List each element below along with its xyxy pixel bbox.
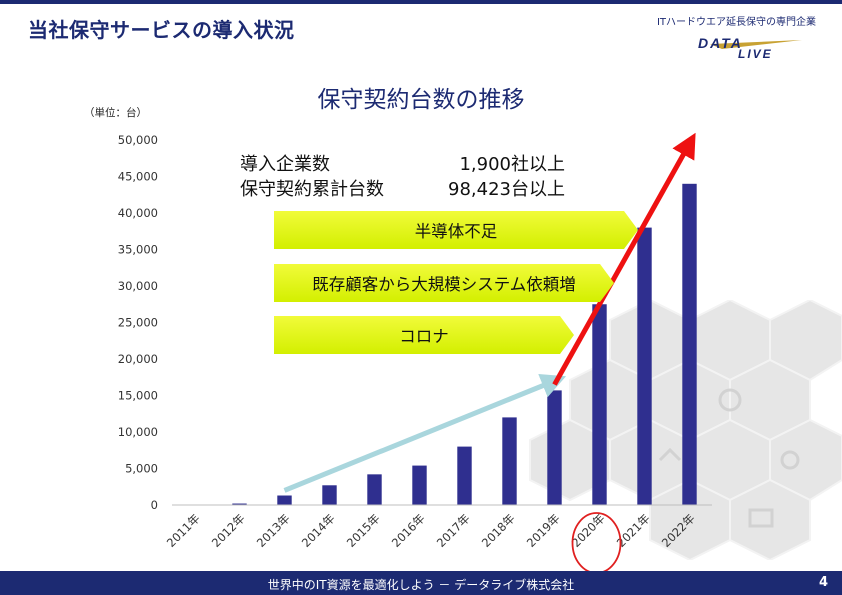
y-tick-label: 15,000 xyxy=(118,389,158,403)
stats-block: 導入企業数 1,900社以上 保守契約累計台数 98,423台以上 xyxy=(240,152,565,202)
bar xyxy=(592,304,607,505)
y-tick-label: 35,000 xyxy=(118,243,158,257)
callout-corona: コロナ xyxy=(274,316,574,354)
x-tick-label: 2017年 xyxy=(434,511,473,550)
svg-text:LIVE: LIVE xyxy=(738,47,773,60)
x-tick-label: 2016年 xyxy=(389,511,428,550)
page-number: 4 xyxy=(818,575,828,590)
companies-label: 導入企業数 xyxy=(240,154,330,175)
bar xyxy=(502,417,517,505)
x-tick-label: 2019年 xyxy=(524,511,563,550)
bar xyxy=(412,465,427,505)
hexagon-background-pattern xyxy=(529,300,842,560)
units-value: 98,423台以上 xyxy=(448,179,565,200)
units-label: 保守契約累計台数 xyxy=(240,179,384,200)
page-title: 当社保守サービスの導入状況 xyxy=(28,18,295,42)
x-tick-label: 2014年 xyxy=(299,511,338,550)
bar xyxy=(682,183,697,506)
x-tick-label: 2011年 xyxy=(164,511,203,550)
footer-bar: 世界中のIT資源を最適化しよう － データライブ株式会社 4 xyxy=(0,571,842,595)
companies-value: 1,900社以上 xyxy=(459,154,565,175)
callout-large-system-requests: 既存顧客から大規模システム依頼増 xyxy=(274,264,614,302)
x-tick-label: 2018年 xyxy=(479,511,518,550)
top-rule xyxy=(0,0,842,4)
bar xyxy=(322,485,337,505)
chart-title: 保守契約台数の推移 xyxy=(317,87,525,113)
unit-label: （単位：台） xyxy=(84,107,147,119)
x-tick-label: 2022年 xyxy=(659,511,698,550)
footer-text: 世界中のIT資源を最適化しよう － データライブ株式会社 xyxy=(267,578,575,592)
svg-text:DATA: DATA xyxy=(698,35,743,51)
y-tick-label: 25,000 xyxy=(118,316,158,330)
bar xyxy=(232,503,247,505)
company-logo: DATA LIVE xyxy=(698,35,802,60)
company-tagline: ITハードウエア延長保守の専門企業 xyxy=(656,17,816,28)
y-tick-label: 45,000 xyxy=(118,170,158,184)
callout-semiconductor-shortage: 半導体不足 xyxy=(274,211,638,249)
y-tick-label: 0 xyxy=(151,498,158,512)
x-tick-label: 2015年 xyxy=(344,511,383,550)
y-tick-label: 40,000 xyxy=(118,206,158,220)
x-tick-label: 2013年 xyxy=(254,511,293,550)
bar xyxy=(277,495,292,505)
trend-arrow-pre-2019 xyxy=(283,374,567,493)
bar xyxy=(637,227,652,505)
y-tick-label: 20,000 xyxy=(118,352,158,366)
bar xyxy=(367,474,382,505)
trend-arrow-post-2019 xyxy=(552,132,696,386)
bar xyxy=(457,446,472,505)
y-tick-label: 10,000 xyxy=(118,425,158,439)
y-tick-label: 5,000 xyxy=(125,462,158,476)
bar xyxy=(547,390,562,505)
y-tick-label: 50,000 xyxy=(118,133,158,147)
y-tick-label: 30,000 xyxy=(118,279,158,293)
x-tick-label: 2012年 xyxy=(209,511,248,550)
